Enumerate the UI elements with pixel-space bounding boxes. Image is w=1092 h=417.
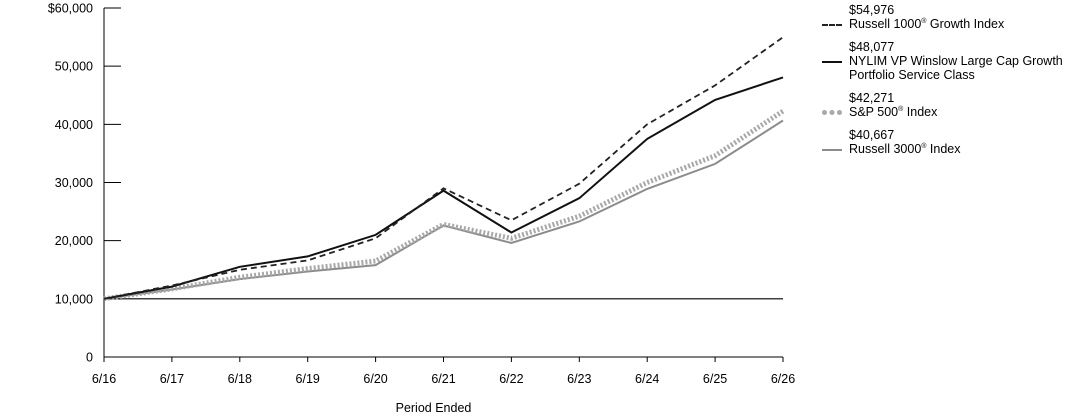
x-tick-label: 6/16 <box>92 372 116 386</box>
x-tick-label: 6/23 <box>567 372 591 386</box>
x-tick-label: 6/21 <box>431 372 455 386</box>
y-tick-label: 0 <box>86 351 93 365</box>
legend-item-sp500: $42,271 S&P 500® Index <box>822 91 1090 119</box>
legend-end-value: $40,667 <box>849 128 895 142</box>
x-tick-label: 6/26 <box>771 372 795 386</box>
x-tick-label: 6/25 <box>703 372 727 386</box>
x-axis-title: Period Ended <box>396 401 472 415</box>
axes: 0 10,000 20,000 30,000 40,000 50,000 $60,000 6/… <box>48 2 795 387</box>
legend-swatch <box>822 61 842 63</box>
x-tick-label: 6/19 <box>296 372 320 386</box>
x-tick-label: 6/22 <box>499 372 523 386</box>
legend-end-value: $48,077 <box>849 40 895 54</box>
legend-label: Russell 3000® Index <box>849 142 961 156</box>
y-tick-label: $60,000 <box>48 2 93 16</box>
y-tick-label: 20,000 <box>55 234 93 248</box>
legend: $54,976 Russell 1000® Growth Index $48,0… <box>822 3 1090 165</box>
x-tick-label: 6/24 <box>635 372 659 386</box>
x-tick-label: 6/18 <box>228 372 252 386</box>
legend-item-russell-1000-growth: $54,976 Russell 1000® Growth Index <box>822 3 1090 31</box>
series-line-0 <box>103 36 784 300</box>
line-chart: 0 10,000 20,000 30,000 40,000 50,000 $60,000 6/… <box>48 2 795 416</box>
legend-swatch <box>822 24 842 26</box>
y-tick-label: 30,000 <box>55 176 93 190</box>
y-tick-label: 10,000 <box>55 292 93 306</box>
legend-end-value: $54,976 <box>849 3 895 17</box>
legend-item-russell-3000: $40,667 Russell 3000® Index <box>822 128 1090 156</box>
legend-item-nylim-winslow: $48,077 NYLIM VP Winslow Large Cap Growt… <box>822 40 1090 82</box>
y-tick-label: 40,000 <box>55 118 93 132</box>
legend-label: Russell 1000® Growth Index <box>849 17 1005 31</box>
legend-end-value: $42,271 <box>849 91 895 105</box>
legend-swatch <box>822 110 842 115</box>
series-layer <box>103 36 785 302</box>
series-line-2 <box>103 109 785 302</box>
legend-swatch <box>822 149 842 151</box>
legend-label: S&P 500® Index <box>849 105 938 119</box>
legend-label: NYLIM VP Winslow Large Cap Growth Portfo… <box>849 54 1063 82</box>
x-tick-label: 6/20 <box>363 372 387 386</box>
series-line-1 <box>103 76 784 300</box>
y-tick-label: 50,000 <box>55 60 93 74</box>
series-line-3 <box>103 119 784 300</box>
x-tick-label: 6/17 <box>160 372 184 386</box>
